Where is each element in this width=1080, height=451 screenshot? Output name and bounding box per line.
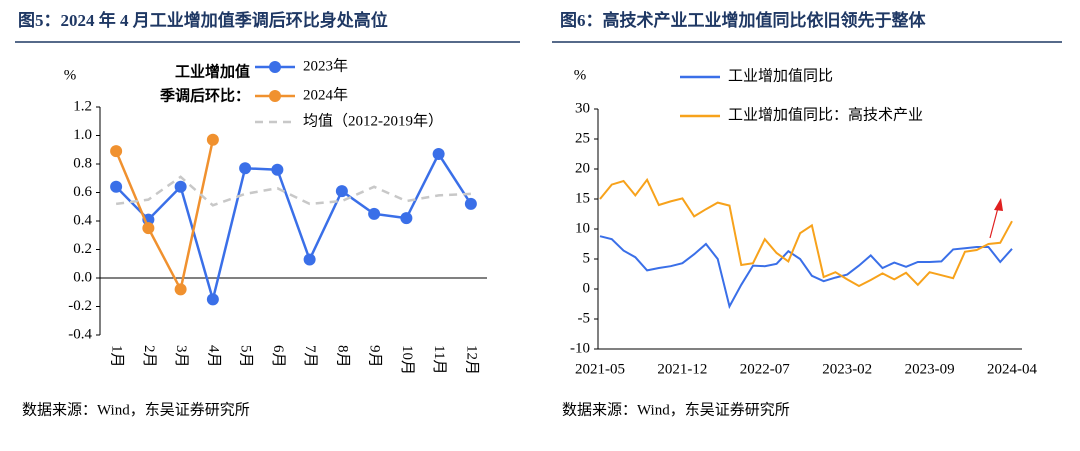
point — [400, 212, 413, 225]
point — [110, 180, 123, 193]
series-line — [114, 139, 215, 294]
y-tick-label: -0.2 — [68, 298, 92, 314]
point — [142, 222, 155, 235]
series-line — [599, 177, 1013, 288]
legend-label: 工业增加值同比：高技术产业 — [728, 106, 923, 123]
y-tick-label: 15 — [575, 190, 590, 206]
y-tick-label: 5 — [583, 250, 591, 266]
y-tick-label: 0.6 — [73, 184, 92, 200]
point — [303, 253, 316, 266]
point — [110, 145, 123, 158]
legend-label: 均值（2012-2019年） — [303, 112, 443, 129]
trend-arrow-head — [994, 198, 1003, 211]
source: 数据来源：Wind，东吴证券研究所 — [22, 401, 250, 418]
legend-label: 2023年 — [303, 57, 348, 74]
chart-title: 图5：2024 年 4 月工业增加值季调后环比身处高位 — [18, 10, 388, 30]
x-tick-label: 12月 — [463, 345, 479, 375]
chart-title: 图6：高技术产业工业增加值同比依旧领先于整体 — [560, 10, 926, 30]
point — [174, 283, 187, 296]
point — [206, 293, 219, 306]
x-tick-label: 2021-05 — [575, 361, 625, 377]
legend-title: 季调后环比： — [160, 86, 250, 104]
y-tick-label: 0.8 — [73, 155, 92, 171]
y-axis-label: % — [64, 67, 77, 83]
legend-marker — [269, 61, 281, 73]
x-tick-label: 2021-12 — [657, 361, 707, 377]
x-tick-label: 9月 — [367, 345, 383, 368]
x-tick-label: 6月 — [270, 345, 286, 368]
y-tick-label: 1.2 — [73, 98, 92, 114]
x-tick-label: 2022-07 — [740, 361, 790, 377]
x-tick-label: 1月 — [109, 345, 125, 368]
x-tick-label: 5月 — [238, 345, 254, 368]
y-tick-label: -10 — [570, 340, 590, 356]
point — [206, 133, 219, 146]
y-tick-label: 1.0 — [73, 127, 92, 143]
series-line — [115, 175, 471, 207]
y-axis-label: % — [574, 67, 587, 83]
y-tick-label: 0.2 — [73, 241, 92, 257]
source: 数据来源：Wind，东吴证券研究所 — [562, 401, 790, 418]
x-tick-label: 2023-02 — [822, 361, 872, 377]
y-tick-label: 25 — [575, 130, 590, 146]
y-tick-label: 30 — [575, 100, 590, 116]
x-tick-label: 11月 — [431, 345, 447, 374]
point — [368, 207, 381, 220]
point — [174, 180, 187, 193]
y-tick-label: 20 — [575, 160, 590, 176]
legend-title: 工业增加值 — [175, 62, 250, 80]
x-tick-label: 2023-09 — [905, 361, 955, 377]
point — [239, 162, 252, 175]
x-tick-label: 8月 — [334, 345, 350, 368]
y-tick-label: 0.0 — [73, 269, 92, 285]
y-tick-label: -0.4 — [68, 326, 92, 342]
x-tick-label: 2024-04 — [987, 361, 1037, 377]
legend-marker — [269, 90, 281, 102]
x-tick-label: 3月 — [173, 345, 189, 368]
x-tick-label: 4月 — [205, 345, 221, 368]
x-tick-label: 7月 — [302, 345, 318, 368]
point — [335, 185, 348, 198]
y-tick-label: -5 — [578, 310, 591, 326]
x-tick-label: 2月 — [141, 345, 157, 368]
legend-label: 工业增加值同比 — [728, 67, 833, 84]
series-line — [599, 235, 1013, 310]
point — [271, 163, 284, 176]
legend-label: 2024年 — [303, 86, 348, 103]
y-tick-label: 0 — [583, 280, 591, 296]
point — [432, 148, 445, 161]
point — [464, 197, 477, 210]
y-tick-label: 10 — [575, 220, 590, 236]
y-tick-label: 0.4 — [73, 212, 92, 228]
x-tick-label: 10月 — [399, 345, 415, 375]
series-line — [115, 151, 472, 305]
